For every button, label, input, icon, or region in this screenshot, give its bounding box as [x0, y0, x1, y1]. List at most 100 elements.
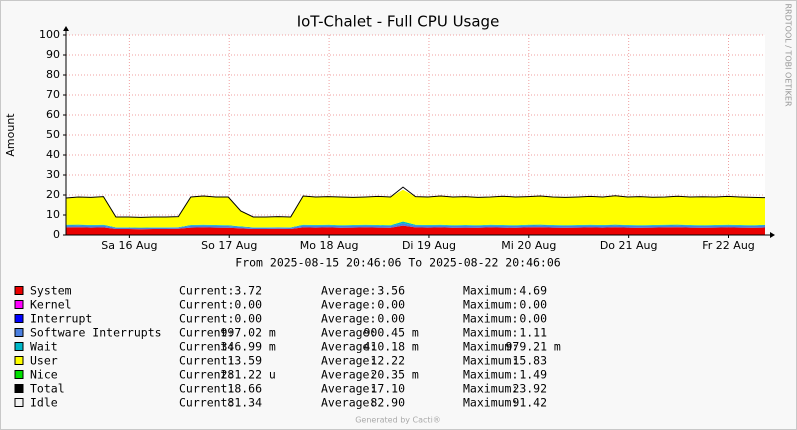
legend-maximum-value: 91.42	[512, 396, 547, 410]
y-tick-label: 80	[46, 68, 60, 81]
legend-current-value: 3.72	[234, 284, 262, 298]
x-tick-label: Di 19 Aug	[402, 239, 456, 252]
legend-swatch	[14, 328, 24, 337]
legend-swatch	[14, 356, 24, 365]
legend-current-label: Current:	[179, 326, 234, 340]
legend-maximum-label: Maximum:	[463, 326, 518, 340]
legend-name: Idle	[30, 396, 58, 410]
legend-name: Wait	[30, 340, 58, 354]
y-tick-label: 20	[46, 188, 60, 201]
y-tick-label: 0	[53, 228, 60, 241]
x-tick-label: Do 21 Aug	[600, 239, 658, 252]
legend-maximum-label: Maximum:	[463, 382, 518, 396]
y-tick-label: 100	[39, 28, 60, 41]
chart-title: IoT-Chalet - Full CPU Usage	[297, 13, 500, 31]
y-tick-label: 40	[46, 148, 60, 161]
legend-current-label: Current:	[179, 312, 234, 326]
legend-current-label: Current:	[179, 396, 234, 410]
legend-average-label: Average:	[321, 284, 376, 298]
legend-maximum-value: 4.69	[519, 284, 547, 298]
legend-name: Kernel	[30, 298, 72, 312]
y-tick-label: 50	[46, 128, 60, 141]
legend-maximum-value: 979.21 m	[505, 340, 560, 354]
legend-name: User	[30, 354, 58, 368]
legend-current-value: 281.22 u	[220, 368, 275, 382]
legend-current-label: Current:	[179, 284, 234, 298]
legend-maximum-label: Maximum:	[463, 284, 518, 298]
legend-current-label: Current:	[179, 354, 234, 368]
legend-average-value: 0.00	[377, 312, 405, 326]
legend-current-value: 997.02 m	[220, 326, 275, 340]
legend-name: Nice	[30, 368, 58, 382]
area	[65, 189, 765, 228]
legend-current-label: Current:	[179, 382, 234, 396]
area	[65, 223, 765, 230]
y-tick-label: 30	[46, 168, 60, 181]
legend-average-value: 12.22	[370, 354, 405, 368]
x-tick-label: Fr 22 Aug	[702, 239, 755, 252]
legend-maximum-label: Maximum:	[463, 298, 518, 312]
legend-average-label: Average:	[321, 340, 376, 354]
y-tick-label: 10	[46, 208, 60, 221]
legend-average-label: Average:	[321, 382, 376, 396]
line	[65, 186, 766, 218]
legend-swatch	[14, 370, 24, 379]
legend-current-value: 0.00	[234, 298, 262, 312]
legend-name: Interrupt	[30, 312, 92, 326]
legend-current-value: 18.66	[227, 382, 262, 396]
legend-swatch	[14, 342, 24, 351]
legend-maximum-value: 23.92	[512, 382, 547, 396]
area	[65, 225, 765, 235]
legend-average-label: Average:	[321, 298, 376, 312]
legend-current-value: 346.99 m	[220, 340, 275, 354]
legend-average-value: 0.00	[377, 298, 405, 312]
grid	[66, 34, 765, 236]
legend-current-label: Current:	[179, 298, 234, 312]
x-tick-label: Mo 18 Aug	[300, 239, 359, 252]
axes: 0 10 20 30 40 50 60 70 80 90 100 Sa 16 Aug So 17 Aug…	[39, 26, 775, 252]
legend-name: Software Interrupts	[30, 326, 162, 340]
legend-average-value: 17.10	[370, 382, 405, 396]
legend-maximum-label: Maximum:	[463, 368, 518, 382]
legend-maximum-value: 15.83	[512, 354, 547, 368]
legend-swatch	[14, 286, 24, 295]
x-tick-label: So 17 Aug	[201, 239, 257, 252]
legend-swatch	[14, 300, 24, 309]
legend: System Current: 3.72 Average: 3.56 Maximum: 4.…	[14, 284, 561, 410]
x-axis-arrow	[770, 232, 775, 238]
legend-average-value: 3.56	[377, 284, 405, 298]
y-axis-arrow	[63, 26, 69, 31]
legend-average-label: Average:	[321, 326, 376, 340]
legend-maximum-value: 0.00	[519, 312, 547, 326]
legend-average-value: 410.18 m	[363, 340, 418, 354]
legend-average-value: 900.45 m	[363, 326, 418, 340]
x-tick-label: Sa 16 Aug	[101, 239, 157, 252]
legend-maximum-label: Maximum:	[463, 354, 518, 368]
legend-current-value: 13.59	[227, 354, 262, 368]
legend-swatch	[14, 384, 24, 393]
legend-name: System	[30, 284, 72, 298]
legend-average-label: Average:	[321, 354, 376, 368]
range-text: From 2025-08-15 20:46:06 To 2025-08-22 2…	[235, 256, 560, 270]
legend-current-label: Current:	[179, 368, 234, 382]
legend-swatch	[14, 314, 24, 323]
legend-maximum-value: 1.49	[519, 368, 547, 382]
legend-average-label: Average:	[321, 312, 376, 326]
legend-maximum-value: 0.00	[519, 298, 547, 312]
legend-current-value: 81.34	[227, 396, 262, 410]
legend-maximum-label: Maximum:	[463, 340, 518, 354]
marks	[65, 186, 766, 235]
y-tick-label: 60	[46, 108, 60, 121]
legend-name: Total	[30, 382, 65, 396]
legend-average-label: Average:	[321, 368, 376, 382]
y-tick-label: 70	[46, 88, 60, 101]
legend-current-label: Current:	[179, 340, 234, 354]
legend-current-value: 0.00	[234, 312, 262, 326]
legend-average-label: Average:	[321, 396, 376, 410]
side-text: RRDTOOL / TOBI OETIKER	[784, 3, 793, 106]
y-axis-label: Amount	[4, 113, 17, 157]
legend-average-value: 20.35 m	[370, 368, 419, 382]
legend-maximum-value: 1.11	[519, 326, 547, 340]
legend-average-value: 82.90	[370, 396, 405, 410]
